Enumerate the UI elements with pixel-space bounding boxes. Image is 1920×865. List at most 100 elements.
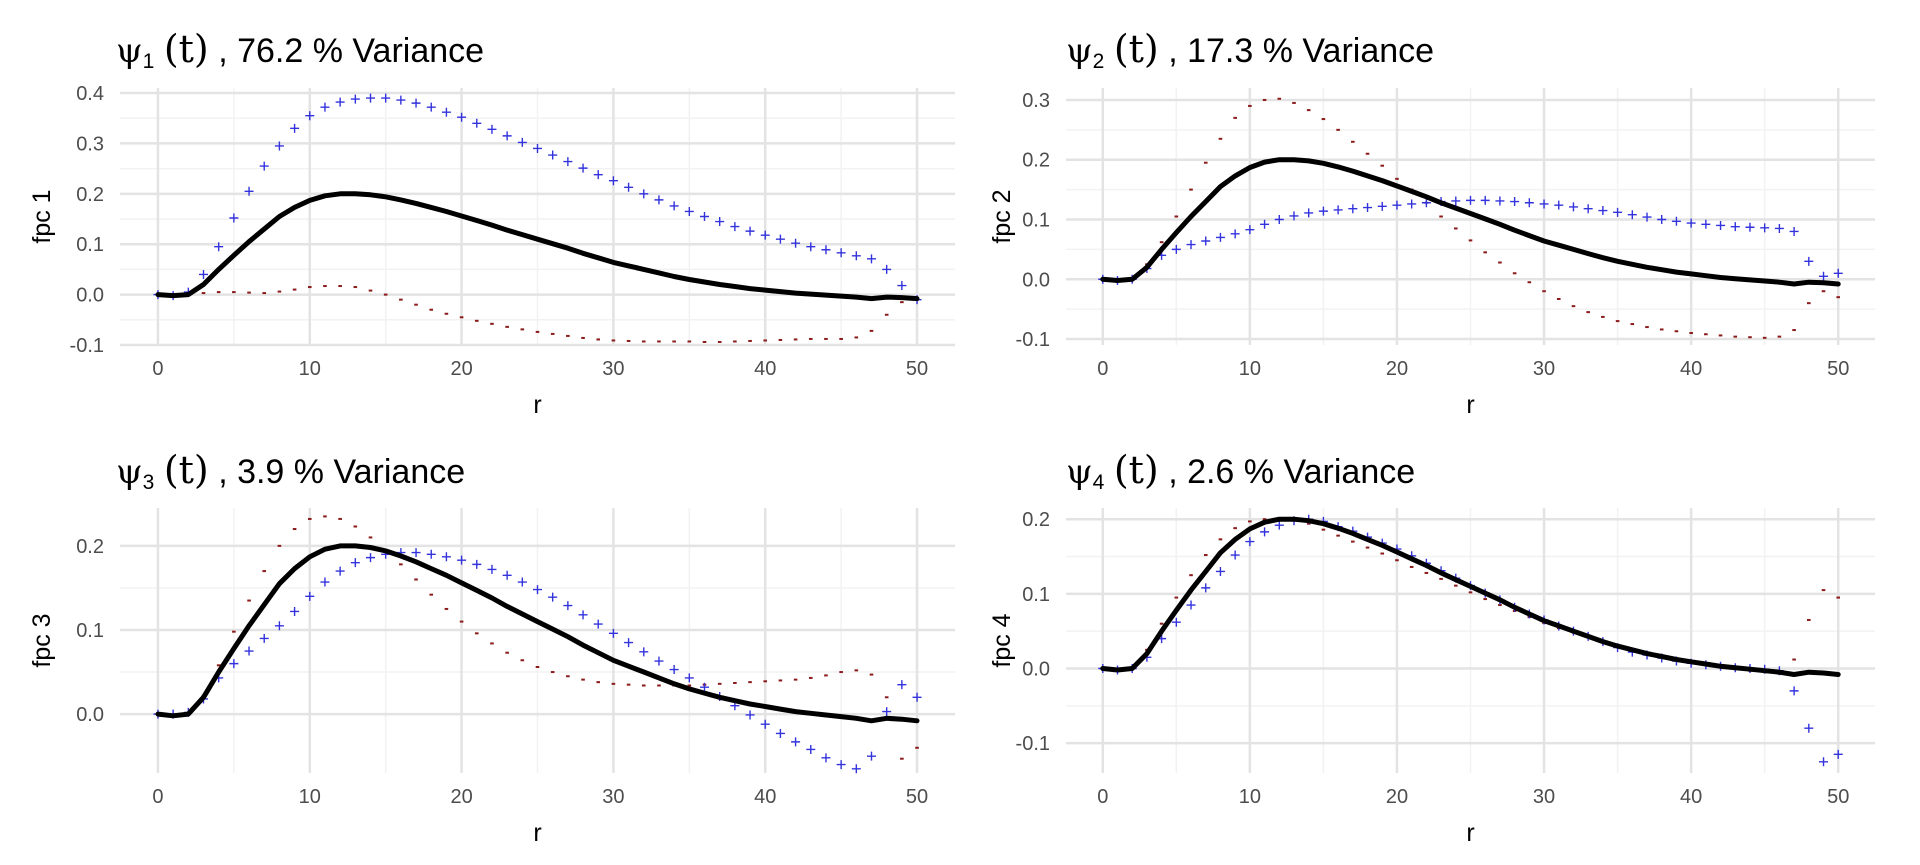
plus-perturbation-marker — [1201, 236, 1211, 246]
plus-perturbation-marker — [578, 610, 588, 620]
plot-area: 0 10 20 30 40 50 -0.1 0.0 0.1 0.2 0.3 r fpc 2 — [988, 88, 1875, 419]
plus-perturbation-marker — [1804, 723, 1814, 733]
plus-perturbation-marker — [335, 566, 345, 576]
title-symbol: ψ — [1066, 31, 1093, 71]
x-tick-label: 30 — [1533, 786, 1555, 808]
x-tick-label: 50 — [906, 358, 928, 380]
title-subscript: 1 — [142, 50, 155, 73]
y-tick-label: -0.1 — [70, 335, 104, 357]
plus-perturbation-marker — [1554, 200, 1564, 210]
plus-perturbation-marker — [1730, 222, 1740, 232]
plus-perturbation-marker — [775, 234, 785, 244]
plus-perturbation-marker — [806, 242, 816, 252]
x-axis-label: r — [1466, 391, 1474, 419]
plus-perturbation-marker — [1789, 686, 1799, 696]
plus-perturbation-marker — [1230, 229, 1240, 239]
plus-perturbation-marker — [366, 93, 375, 103]
plus-perturbation-marker — [502, 131, 512, 141]
plus-perturbation-marker — [1701, 219, 1711, 229]
plus-perturbation-marker — [1407, 199, 1417, 209]
y-tick-label: 0.0 — [76, 704, 104, 726]
plus-perturbation-marker — [1510, 197, 1520, 207]
plus-perturbation-marker — [548, 592, 558, 602]
plus-perturbation-marker — [1304, 208, 1314, 218]
y-tick-label: 0.3 — [76, 133, 104, 155]
plus-perturbation-marker — [1245, 225, 1255, 235]
plus-perturbation-marker — [274, 141, 284, 151]
plus-perturbation-marker — [1833, 268, 1843, 278]
y-tick-label: 0.2 — [1022, 509, 1050, 531]
plot-area: 0 10 20 30 40 50 0.0 0.1 0.2 r fpc 3 — [28, 508, 955, 847]
y-tick-label: -0.1 — [1016, 329, 1050, 351]
x-tick-label: 0 — [152, 786, 163, 808]
title-subscript: 4 — [1092, 471, 1105, 494]
y-axis-label: fpc 3 — [28, 613, 56, 667]
panel-title: ψ3 (t) , 3.9 % Variance — [116, 448, 465, 495]
title-subscript: 3 — [142, 471, 155, 494]
plus-perturbation-marker — [1421, 198, 1431, 208]
mean-function-line — [1100, 157, 1841, 287]
y-axis-label: fpc 1 — [28, 189, 56, 243]
title-symbol: ψ — [116, 452, 143, 492]
x-tick-label: 30 — [602, 358, 624, 380]
plus-perturbation-marker — [1289, 211, 1299, 221]
plus-perturbation-marker — [745, 710, 755, 720]
y-axis-label: fpc 4 — [988, 613, 1016, 667]
plus-perturbation-marker — [1186, 600, 1196, 610]
plus-perturbation-marker — [1774, 223, 1784, 233]
x-tick-label: 20 — [450, 786, 472, 808]
title-argument: (t) — [1113, 27, 1159, 71]
plus-perturbation-marker — [487, 124, 497, 134]
plus-perturbation-marker — [487, 564, 497, 574]
plus-perturbation-marker — [350, 558, 360, 568]
plus-perturbation-marker — [1245, 537, 1255, 547]
plus-perturbation-marker — [1274, 520, 1284, 530]
y-tick-label: 0.2 — [76, 536, 104, 558]
plus-perturbation-marker — [1171, 244, 1181, 254]
plus-perturbation-marker — [305, 591, 315, 601]
plus-perturbation-marker — [366, 553, 375, 563]
plus-perturbation-marker — [1789, 226, 1799, 236]
plus-perturbation-marker — [1657, 214, 1667, 224]
plus-perturbation-marker — [1171, 617, 1181, 627]
plus-perturbation-marker — [1318, 206, 1328, 216]
plus-perturbation-marker — [1642, 212, 1652, 222]
plus-perturbation-marker — [1495, 196, 1505, 206]
plus-perturbation-marker — [1186, 240, 1196, 250]
x-tick-label: 50 — [906, 786, 928, 808]
plus-perturbation-marker — [730, 222, 740, 232]
x-tick-label: 10 — [299, 786, 321, 808]
plus-perturbation-marker — [1539, 199, 1549, 209]
plus-perturbation-marker — [533, 143, 542, 153]
plus-perturbation-marker — [290, 123, 300, 133]
plus-perturbation-marker — [381, 93, 391, 103]
plus-perturbation-marker — [624, 182, 634, 192]
plus-perturbation-marker — [867, 751, 876, 761]
x-axis-label: r — [533, 819, 541, 847]
panel-fpc1: ψ1 (t) , 76.2 % Variance 0 10 20 30 40 50 -0.1… — [0, 0, 960, 425]
plus-perturbation-marker — [396, 95, 406, 105]
plus-perturbation-marker — [700, 212, 709, 221]
y-tick-label: -0.1 — [1016, 733, 1050, 755]
plus-perturbation-marker — [1377, 201, 1387, 211]
plus-perturbation-marker — [684, 673, 694, 683]
plus-perturbation-marker — [1480, 195, 1490, 205]
plus-perturbation-marker — [867, 254, 876, 264]
y-tick-label: 0.3 — [1022, 90, 1050, 112]
plus-perturbation-marker — [290, 606, 300, 616]
plus-perturbation-marker — [214, 242, 224, 252]
plus-perturbation-marker — [624, 638, 634, 648]
plus-perturbation-marker — [411, 98, 421, 108]
plus-perturbation-marker — [821, 245, 831, 255]
plus-perturbation-marker — [1686, 218, 1696, 228]
plus-perturbation-marker — [259, 161, 269, 171]
y-tick-label: 0.1 — [76, 620, 104, 642]
plus-perturbation-marker — [229, 213, 239, 223]
plus-perturbation-marker — [1363, 203, 1373, 213]
title-variance: , 76.2 % Variance — [218, 32, 485, 70]
plus-perturbation-marker — [1333, 205, 1343, 215]
plus-perturbation-marker — [1804, 256, 1814, 266]
title-subscript: 2 — [1092, 50, 1105, 73]
title-argument: (t) — [1113, 448, 1159, 492]
x-tick-label: 0 — [152, 358, 163, 380]
